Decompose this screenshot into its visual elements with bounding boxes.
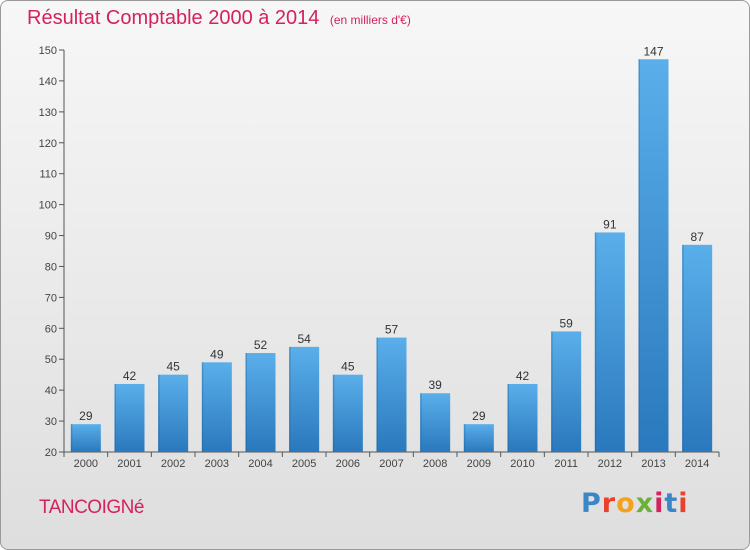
x-tick-label: 2007 <box>379 458 403 470</box>
x-tick-label: 2002 <box>161 458 185 470</box>
x-tick-label: 2006 <box>336 458 360 470</box>
bar <box>158 374 189 452</box>
logo-letter: P <box>581 488 602 519</box>
bar-edge <box>551 331 553 452</box>
y-tick-label: 40 <box>45 385 57 397</box>
bar <box>507 383 538 452</box>
y-tick-label: 50 <box>45 354 57 366</box>
title-row: Résultat Comptable 2000 à 2014 (en milli… <box>27 7 411 30</box>
y-tick-label: 150 <box>39 45 57 57</box>
bar-value-label: 29 <box>79 409 93 423</box>
logo-letter: x <box>635 488 655 519</box>
bar-value-label: 147 <box>643 44 663 58</box>
bar-value-label: 39 <box>428 378 442 392</box>
y-tick-label: 140 <box>39 76 57 88</box>
bar <box>682 244 713 452</box>
commune-name: TANCOIGNé <box>39 497 144 518</box>
x-tick-label: 2008 <box>423 458 447 470</box>
x-tick-label: 2014 <box>685 458 709 470</box>
bar <box>594 232 625 452</box>
chart-subtitle: (en milliers d'€) <box>329 13 411 27</box>
bar-edge <box>594 232 597 452</box>
x-tick-label: 2013 <box>641 458 665 470</box>
bar <box>420 393 451 452</box>
logo-letter: i <box>654 488 665 519</box>
bar-value-label: 42 <box>516 369 530 383</box>
logo-letter: i <box>678 488 689 519</box>
x-tick-label: 2012 <box>598 458 622 470</box>
y-tick-label: 90 <box>45 231 57 243</box>
bar-edge <box>420 393 422 452</box>
bar <box>551 331 582 452</box>
bar-edge <box>463 424 466 452</box>
bar-edge <box>332 374 335 452</box>
x-tick-label: 2010 <box>510 458 534 470</box>
proxiti-logo: Proxiti <box>581 488 689 519</box>
bar <box>70 424 101 452</box>
x-tick-label: 2001 <box>117 458 141 470</box>
bar <box>463 424 494 452</box>
y-tick-label: 110 <box>39 169 57 181</box>
bar-edge <box>158 374 160 452</box>
bar-value-label: 49 <box>210 347 224 361</box>
bar-value-label: 87 <box>690 230 704 244</box>
bar <box>638 59 669 453</box>
chart-title: Résultat Comptable 2000 à 2014 <box>27 7 320 29</box>
bar <box>114 383 145 452</box>
y-tick-label: 120 <box>39 138 57 150</box>
bar-edge <box>638 59 640 453</box>
bar-value-label: 29 <box>472 409 486 423</box>
logo-letter: t <box>664 488 679 519</box>
y-tick-label: 130 <box>39 107 57 119</box>
bar <box>332 374 363 452</box>
bar-value-label: 57 <box>385 323 399 337</box>
bar-value-label: 91 <box>603 217 617 231</box>
y-tick-label: 30 <box>45 416 57 428</box>
bar-value-label: 45 <box>166 360 180 374</box>
bar <box>376 337 407 452</box>
y-tick-label: 80 <box>45 261 57 273</box>
bar <box>201 362 232 452</box>
bar-edge <box>114 383 116 452</box>
y-tick-label: 60 <box>45 323 57 335</box>
x-tick-label: 2000 <box>74 458 98 470</box>
x-tick-label: 2004 <box>248 458 272 470</box>
bar-edge <box>70 424 73 452</box>
x-tick-label: 2009 <box>467 458 491 470</box>
logo-letter: o <box>616 488 636 519</box>
bar-value-label: 52 <box>254 338 268 352</box>
bar-edge <box>289 346 291 452</box>
bar <box>289 346 320 452</box>
bar-value-label: 42 <box>123 369 137 383</box>
bar-edge <box>201 362 204 452</box>
bar-edge <box>245 353 247 452</box>
bar-value-label: 45 <box>341 360 355 374</box>
y-tick-label: 70 <box>45 292 57 304</box>
x-tick-label: 2005 <box>292 458 316 470</box>
y-tick-label: 20 <box>45 447 57 459</box>
bar-edge <box>507 383 509 452</box>
x-tick-label: 2011 <box>554 458 578 470</box>
bar-edge <box>376 337 378 452</box>
bar <box>245 353 276 452</box>
bar-value-label: 59 <box>559 316 573 330</box>
y-tick-label: 100 <box>39 200 57 212</box>
x-tick-label: 2003 <box>205 458 229 470</box>
logo-letter: r <box>601 488 617 519</box>
bar-value-label: 54 <box>297 332 311 346</box>
bar-edge <box>682 244 684 452</box>
